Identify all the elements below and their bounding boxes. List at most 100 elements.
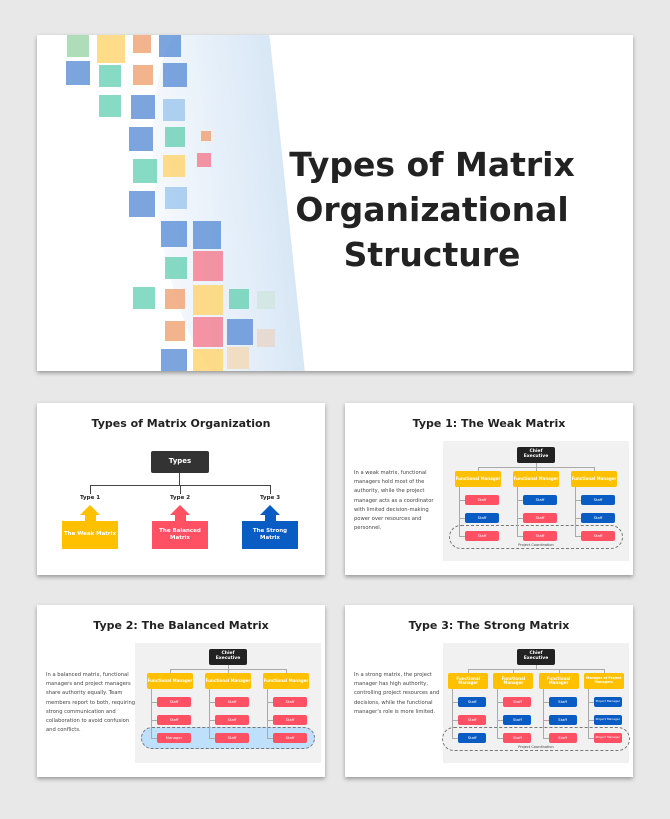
- mosaic-square: [227, 347, 249, 369]
- connector-line: [209, 702, 215, 703]
- mosaic-square: [193, 285, 223, 315]
- types-root-box: Types: [151, 451, 209, 473]
- mosaic-square: [193, 221, 221, 249]
- arrow-stem: [175, 514, 186, 522]
- connector-line: [536, 463, 537, 467]
- connector-line: [209, 720, 215, 721]
- mosaic-square: [99, 95, 121, 117]
- functional-manager-box: Functional Manager: [263, 673, 309, 689]
- mosaic-square: [165, 289, 185, 309]
- mosaic-square: [163, 99, 185, 121]
- connector-line: [270, 485, 271, 494]
- title-line: Organizational: [295, 190, 569, 229]
- connector-line: [459, 500, 465, 501]
- connector-line: [587, 720, 594, 721]
- connector-line: [594, 467, 595, 471]
- connector-line: [228, 669, 229, 673]
- connector-line: [478, 467, 479, 471]
- mosaic-square: [201, 131, 211, 141]
- connector-line: [603, 669, 605, 673]
- types-slide[interactable]: Types of Matrix Organization Types Type …: [37, 403, 325, 575]
- staff-box: Staff: [523, 531, 557, 541]
- mosaic-square: [193, 317, 223, 347]
- connector-line: [587, 689, 589, 738]
- connector-line: [267, 720, 273, 721]
- type-box[interactable]: The Weak Matrix: [62, 521, 118, 549]
- title-line: Types of Matrix: [289, 145, 575, 184]
- functional-manager-box: Manager of Project Managers: [583, 673, 624, 689]
- type-box[interactable]: The Strong Matrix: [242, 521, 298, 549]
- connector-line: [517, 536, 523, 537]
- chief-executive-box: Chief Executive: [209, 649, 247, 665]
- mosaic-square: [193, 349, 223, 371]
- staff-box: Staff: [273, 733, 307, 743]
- connector-line: [575, 518, 581, 519]
- type-label: Type 3: [259, 495, 281, 501]
- staff-box: Staff: [458, 733, 487, 743]
- connector-line: [180, 485, 181, 494]
- staff-box: Staff: [215, 697, 249, 707]
- connector-line: [587, 738, 594, 739]
- staff-box: Project Manager: [593, 715, 622, 725]
- connector-line: [558, 669, 560, 673]
- mosaic-square: [99, 65, 121, 87]
- connector-line: [179, 473, 180, 485]
- staff-box: Staff: [458, 697, 487, 707]
- mosaic-square: [227, 319, 253, 345]
- connector-line: [575, 487, 576, 536]
- connector-line: [286, 669, 287, 673]
- connector-line: [459, 536, 465, 537]
- arrow-stem: [85, 514, 96, 522]
- mosaic-square: [129, 127, 153, 151]
- mosaic-square: [159, 35, 181, 57]
- cover-slide[interactable]: Types of Matrix Organizational Structure: [37, 35, 633, 371]
- functional-manager-box: Functional Manager: [455, 471, 501, 487]
- staff-box: Staff: [503, 733, 532, 743]
- balanced-matrix-slide[interactable]: Type 2: The Balanced Matrix In a balanced…: [37, 605, 325, 777]
- type-label: Type 1: [79, 495, 101, 501]
- staff-box: Staff: [465, 531, 499, 541]
- cover-title: Types of Matrix Organizational Structure: [277, 142, 587, 277]
- org-chart-panel: Chief Executive Functional Manager Staff St…: [135, 643, 321, 763]
- mosaic-square: [197, 153, 211, 167]
- weak-matrix-slide[interactable]: Type 1: The Weak Matrix In a weak matrix,…: [345, 403, 633, 575]
- connector-line: [497, 689, 499, 738]
- staff-box: Staff: [465, 495, 499, 505]
- project-coordination-outline: [449, 525, 623, 549]
- mosaic-square: [133, 287, 155, 309]
- mosaic-square: [163, 63, 187, 87]
- mosaic-square: [129, 191, 155, 217]
- connector-line: [209, 689, 210, 738]
- staff-box: Staff: [273, 715, 307, 725]
- connector-line: [228, 665, 229, 669]
- staff-box: Manager: [157, 733, 191, 743]
- slide-title: Type 1: The Weak Matrix: [412, 417, 566, 430]
- title-line: Structure: [343, 235, 521, 274]
- chief-executive-box: Chief Executive: [517, 447, 555, 463]
- connector-line: [267, 738, 273, 739]
- type-label: Type 2: [169, 495, 191, 501]
- org-chart-panel: Chief Executive Functional Manager Staff St…: [443, 441, 629, 561]
- connector-line: [517, 500, 523, 501]
- connector-line: [151, 738, 157, 739]
- type-box[interactable]: The Balanced Matrix: [152, 521, 208, 549]
- connector-line: [209, 738, 215, 739]
- staff-box: Staff: [581, 513, 615, 523]
- mosaic-square: [229, 289, 249, 309]
- mosaic-square: [97, 35, 125, 63]
- connector-line: [575, 500, 581, 501]
- connector-line: [170, 669, 171, 673]
- staff-box: Project Manager: [593, 733, 622, 743]
- functional-manager-box: Functional Manager: [571, 471, 617, 487]
- staff-box: Staff: [215, 715, 249, 725]
- staff-box: Staff: [548, 715, 577, 725]
- connector-line: [267, 689, 268, 738]
- staff-box: Staff: [581, 495, 615, 505]
- mosaic-square: [165, 187, 187, 209]
- staff-box: Staff: [548, 733, 577, 743]
- mosaic-square: [165, 257, 187, 279]
- connector-line: [542, 689, 544, 738]
- arrow-stem: [265, 514, 276, 522]
- strong-matrix-slide[interactable]: Type 3: The Strong Matrix In a strong mat…: [345, 605, 633, 777]
- connector-line: [542, 738, 549, 739]
